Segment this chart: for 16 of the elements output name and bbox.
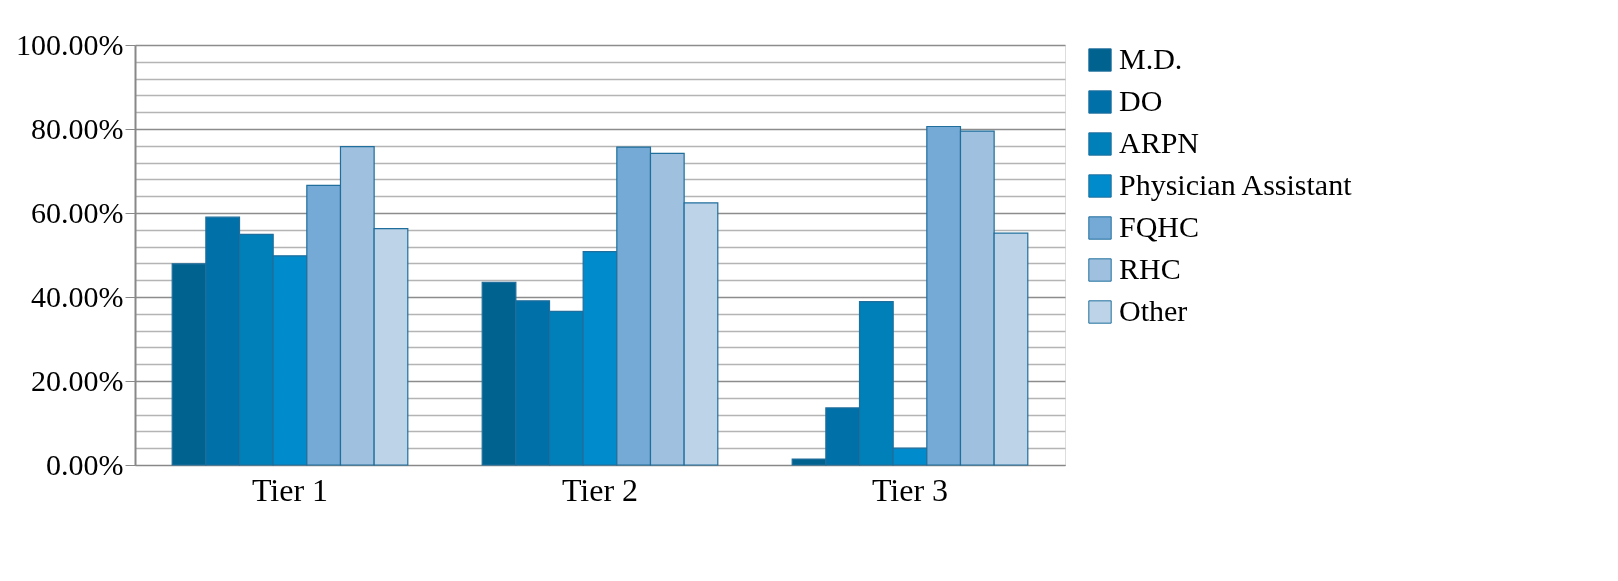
y-tick-label: 20.00% [31,363,124,397]
y-tick-label: 40.00% [31,279,124,313]
y-tick-label: 60.00% [31,195,124,229]
y-tick-label: 0.00% [46,447,124,481]
legend-label: RHC [1119,252,1181,285]
x-tick-label: Tier 1 [251,471,329,508]
y-tick-label: 100.00% [16,27,124,61]
legend-label: FQHC [1119,210,1200,243]
legend-label: Other [1119,294,1188,327]
y-tick-label: 80.00% [31,111,124,145]
x-tick-label: Tier 3 [871,471,949,508]
legend-label: Physician Assistant [1119,168,1353,201]
x-tick-label: Tier 2 [561,471,639,508]
legend-label: ARPN [1119,126,1200,159]
legend-label: M.D. [1119,42,1183,75]
legend-label: DO [1119,84,1163,117]
